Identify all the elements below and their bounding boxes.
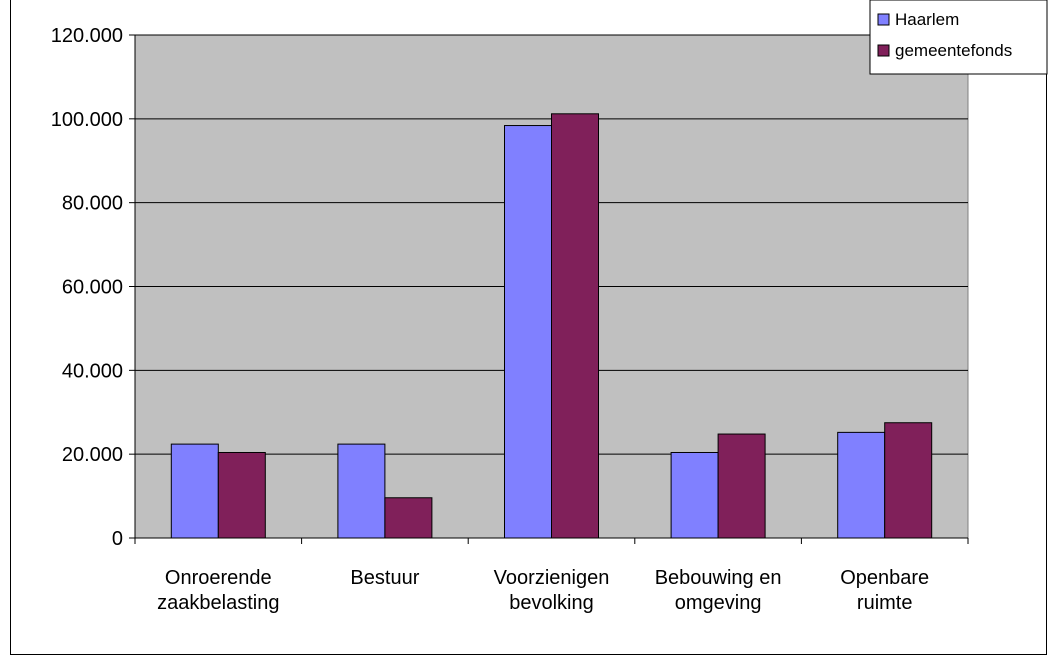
- x-category-label-line: zaakbelasting: [157, 592, 279, 614]
- bar-gemeentefonds-1: [384, 497, 433, 539]
- axis-layer: 0 20.000 40.000 60.000 80.000 100.000 120.000 O…: [51, 25, 969, 614]
- y-tick-label: 40.000: [62, 360, 123, 382]
- chart-frame: [10, 0, 1047, 655]
- x-category-label-line: bevolking: [509, 592, 594, 614]
- x-category-label: Voorzienigen bevolking: [494, 567, 610, 614]
- x-category-label-line: Onroerende: [165, 567, 272, 589]
- y-tick-label: 120.000: [51, 25, 123, 47]
- bar-gemeentefonds-2: [551, 113, 599, 539]
- bar-haarlem-4: [837, 431, 886, 539]
- bar-gemeentefonds-3: [717, 433, 766, 539]
- legend: Haarlem gemeentefonds: [869, 0, 1048, 75]
- x-category-label: Onroerende zaakbelasting: [157, 567, 279, 614]
- bar-gemeentefonds-0: [217, 451, 266, 539]
- legend-swatch-1: [877, 44, 890, 57]
- bar-haarlem-3: [670, 451, 719, 539]
- x-category-label-line: ruimte: [857, 592, 913, 614]
- x-category-label: Openbare ruimte: [840, 567, 929, 614]
- y-tick-label: 0: [112, 528, 123, 550]
- bar-haarlem-0: [170, 443, 219, 539]
- x-category-label-line: Bestuur: [350, 567, 419, 589]
- x-category-label: Bebouwing en omgeving: [655, 567, 782, 614]
- y-tick-label: 20.000: [62, 444, 123, 466]
- x-category-label: Bestuur: [350, 567, 419, 589]
- legend-swatch-0: [877, 13, 890, 26]
- y-tick-label: 100.000: [51, 109, 123, 131]
- bar-gemeentefonds-4: [884, 422, 933, 539]
- legend-box: [869, 0, 1048, 75]
- bar-haarlem-2: [504, 125, 552, 539]
- x-category-label-line: Openbare: [840, 567, 929, 589]
- x-category-label-line: omgeving: [675, 592, 762, 614]
- bar-layer: [170, 113, 933, 539]
- x-category-label-line: Bebouwing en: [655, 567, 782, 589]
- x-category-label-line: Voorzienigen: [494, 567, 610, 589]
- legend-label-0: Haarlem: [895, 10, 959, 29]
- y-tick-label: 60.000: [62, 277, 123, 299]
- legend-label-1: gemeentefonds: [895, 41, 1012, 60]
- y-tick-label: 80.000: [62, 193, 123, 215]
- bar-haarlem-1: [337, 443, 386, 539]
